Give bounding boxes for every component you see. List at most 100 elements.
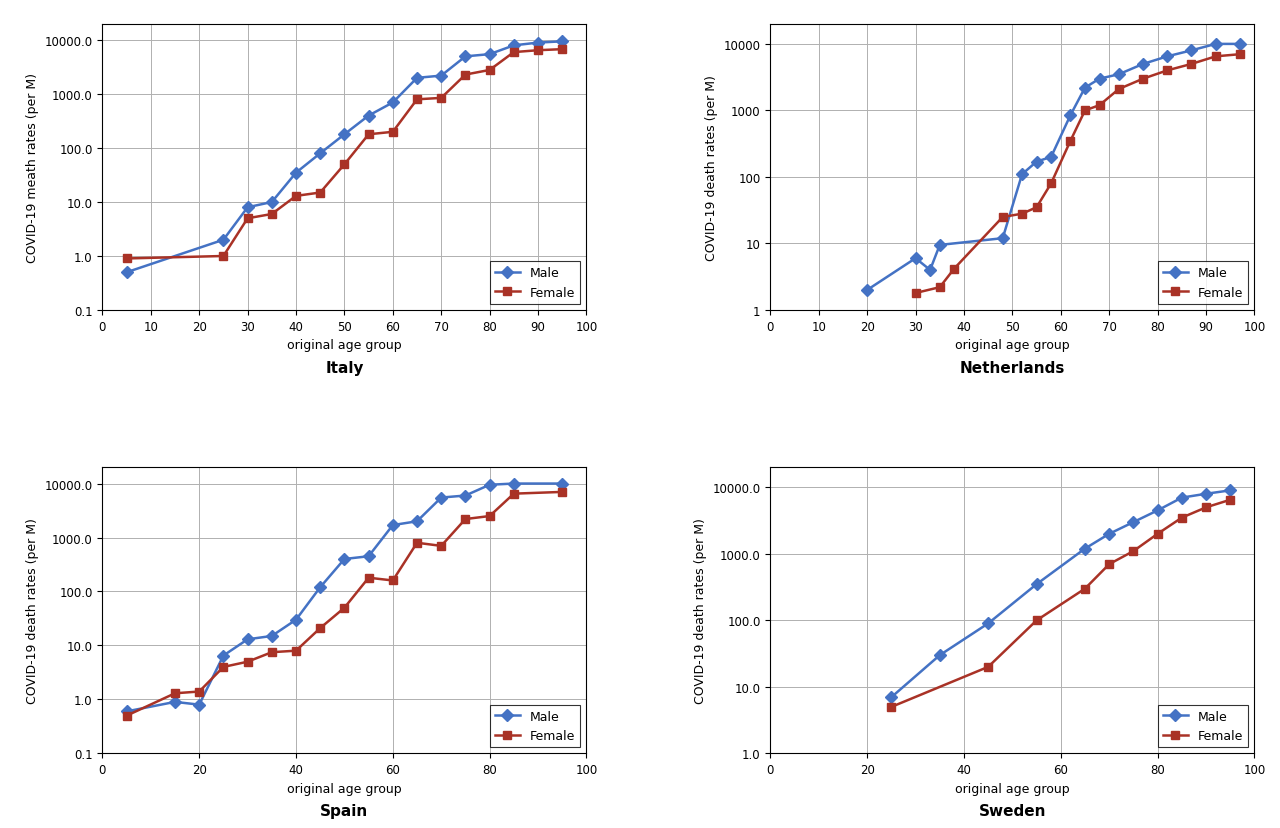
Female <box>947 264 963 274</box>
Y-axis label: COVID-19 meath rates (per M): COVID-19 meath rates (per M) <box>26 73 38 262</box>
Female <box>1149 529 1165 539</box>
Female <box>192 686 207 696</box>
Male <box>434 71 449 81</box>
Male <box>264 198 279 208</box>
Female <box>506 489 521 499</box>
Female <box>385 575 401 585</box>
Male <box>119 268 134 278</box>
Male <box>1078 84 1093 94</box>
Male <box>288 615 303 625</box>
Female <box>554 488 570 498</box>
X-axis label: original age group: original age group <box>287 339 402 352</box>
Female <box>1174 513 1189 523</box>
Female <box>119 254 134 264</box>
Male <box>458 491 474 501</box>
Line: Male: Male <box>887 487 1234 701</box>
Male <box>1160 52 1175 62</box>
X-axis label: original age group: original age group <box>955 782 1070 795</box>
Female <box>312 188 328 198</box>
Female <box>385 128 401 137</box>
Male <box>434 493 449 503</box>
Male <box>216 235 232 245</box>
Male <box>908 254 923 264</box>
Male <box>119 706 134 716</box>
X-axis label: original age group: original age group <box>287 782 402 795</box>
Line: Male: Male <box>123 38 566 277</box>
Line: Female: Female <box>123 489 566 720</box>
Legend: Male, Female: Male, Female <box>490 705 580 747</box>
Male <box>1014 170 1029 180</box>
Y-axis label: COVID-19 death rates (per M): COVID-19 death rates (per M) <box>26 518 38 704</box>
Male <box>554 479 570 489</box>
Female <box>483 512 498 522</box>
Female <box>168 688 183 698</box>
Female <box>434 94 449 104</box>
Male <box>506 479 521 489</box>
Line: Female: Female <box>911 51 1244 298</box>
Y-axis label: COVID-19 death rates (per M): COVID-19 death rates (per M) <box>705 75 718 261</box>
Female <box>980 662 996 672</box>
Male <box>859 286 874 296</box>
Female <box>1198 503 1213 513</box>
Male <box>458 52 474 62</box>
Female <box>995 213 1010 223</box>
Female <box>1102 560 1117 570</box>
Male <box>1135 60 1151 70</box>
Line: Female: Female <box>887 496 1234 711</box>
Female <box>506 48 521 58</box>
Female <box>434 542 449 551</box>
Female <box>288 646 303 656</box>
Text: Italy: Italy <box>325 360 364 375</box>
Female <box>1222 495 1238 505</box>
Male <box>385 521 401 531</box>
Male <box>312 149 328 159</box>
Female <box>1233 51 1248 60</box>
Male <box>1174 493 1189 503</box>
Female <box>554 46 570 55</box>
Female <box>361 573 376 583</box>
Female <box>908 289 923 299</box>
Male <box>883 692 899 702</box>
Male <box>168 697 183 707</box>
Legend: Male, Female: Male, Female <box>490 262 580 305</box>
Female <box>216 252 232 262</box>
Male <box>239 634 255 644</box>
Female <box>530 46 545 56</box>
Male <box>1092 75 1107 84</box>
Male <box>932 650 947 660</box>
Male <box>410 74 425 84</box>
Male <box>337 555 352 565</box>
Female <box>1111 85 1126 95</box>
Legend: Male, Female: Male, Female <box>1158 705 1248 747</box>
Female <box>1078 106 1093 116</box>
Female <box>483 66 498 76</box>
Male <box>1184 46 1199 56</box>
Male <box>1043 152 1059 162</box>
Female <box>1184 60 1199 70</box>
Female <box>458 70 474 80</box>
Male <box>264 631 279 641</box>
X-axis label: original age group: original age group <box>955 339 1070 352</box>
Female <box>1125 546 1140 556</box>
Male <box>192 700 207 710</box>
Female <box>216 662 232 672</box>
Male <box>1102 529 1117 539</box>
Male <box>1078 544 1093 554</box>
Male <box>361 551 376 561</box>
Male <box>1029 157 1044 167</box>
Female <box>410 538 425 548</box>
Male <box>923 266 938 276</box>
Male <box>1111 70 1126 80</box>
Female <box>1014 209 1029 219</box>
Y-axis label: COVID-19 death rates (per M): COVID-19 death rates (per M) <box>694 518 707 704</box>
Female <box>239 657 255 667</box>
Male <box>385 99 401 108</box>
Male <box>554 37 570 47</box>
Male <box>239 203 255 213</box>
Female <box>410 95 425 105</box>
Female <box>239 214 255 224</box>
Male <box>1198 489 1213 499</box>
Female <box>312 623 328 633</box>
Female <box>1078 584 1093 594</box>
Female <box>337 160 352 170</box>
